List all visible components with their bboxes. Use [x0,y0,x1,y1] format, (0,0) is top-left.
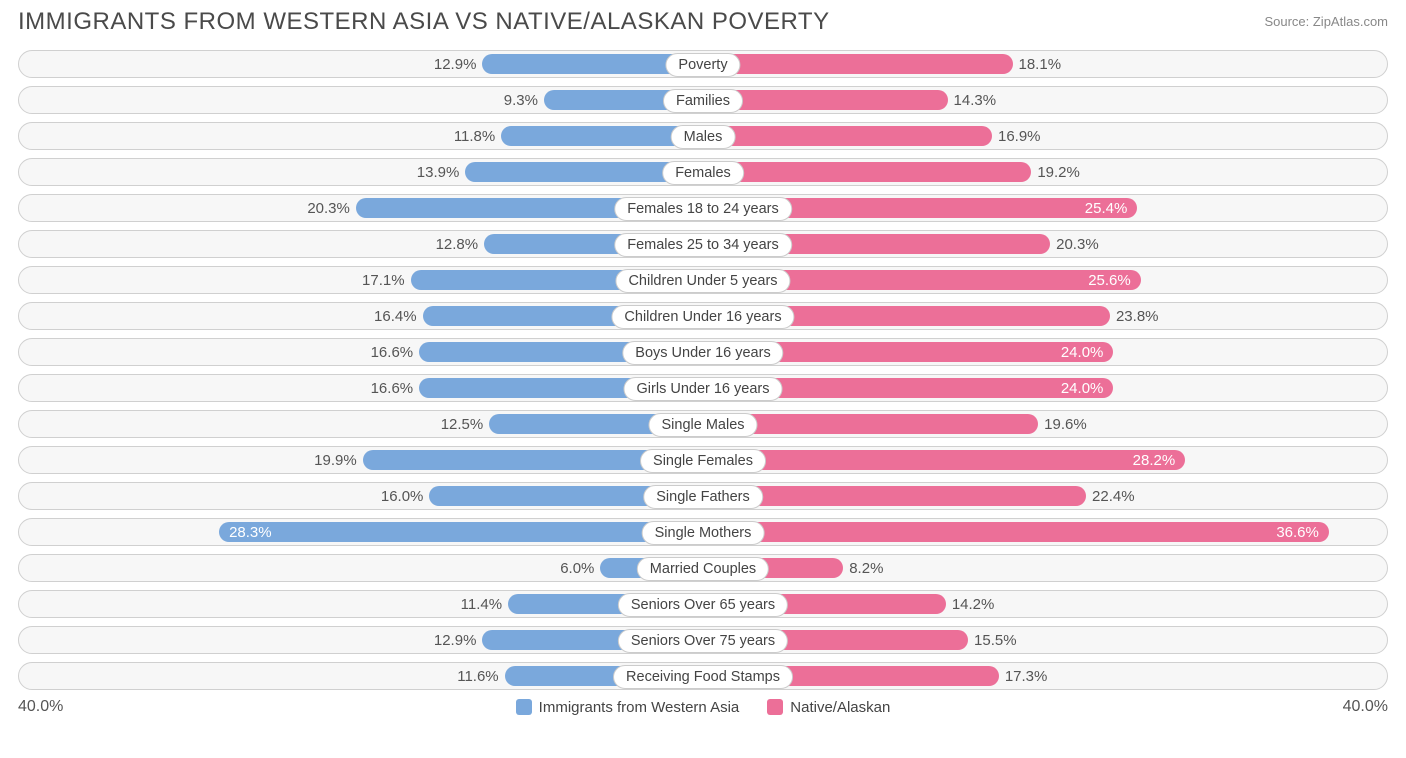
category-label: Single Fathers [643,485,763,509]
bar-right [703,522,1329,542]
chart-row: 16.0% 22.4% Single Fathers [18,482,1388,510]
value-left: 28.3% [219,519,272,545]
chart-row: 12.9% 18.1% Poverty [18,50,1388,78]
value-right: 15.5% [968,627,1387,653]
chart-container: IMMIGRANTS FROM WESTERN ASIA VS NATIVE/A… [0,0,1406,728]
chart-row: 11.8% 16.9% Males [18,122,1388,150]
chart-row: 16.6% 24.0% Boys Under 16 years [18,338,1388,366]
value-left: 12.9% [19,627,482,653]
chart-footer: 40.0% Immigrants from Western Asia Nativ… [18,698,1388,716]
value-right: 16.9% [992,123,1387,149]
legend-label-left: Immigrants from Western Asia [539,699,740,716]
value-right: 19.2% [1031,159,1387,185]
axis-max-left: 40.0% [18,698,63,716]
value-left: 16.0% [19,483,429,509]
header: IMMIGRANTS FROM WESTERN ASIA VS NATIVE/A… [18,8,1388,36]
value-left: 16.4% [19,303,423,329]
value-left: 9.3% [19,87,544,113]
chart-row: 28.3% 36.6% Single Mothers [18,518,1388,546]
bar-right [703,126,992,146]
category-label: Seniors Over 75 years [618,629,788,653]
value-left: 13.9% [19,159,465,185]
value-right: 36.6% [1276,519,1329,545]
chart-row: 12.5% 19.6% Single Males [18,410,1388,438]
value-left: 12.5% [19,411,489,437]
value-right: 20.3% [1050,231,1387,257]
chart-area: 12.9%18.1%Poverty9.3%14.3%Families11.8%1… [18,50,1388,690]
category-label: Poverty [665,53,740,77]
chart-row: 11.4% 14.2% Seniors Over 65 years [18,590,1388,618]
chart-row: 12.8% 20.3% Females 25 to 34 years [18,230,1388,258]
value-right: 24.0% [1061,339,1114,365]
category-label: Females [662,161,744,185]
value-left: 12.9% [19,51,482,77]
value-left: 6.0% [19,555,600,581]
category-label: Seniors Over 65 years [618,593,788,617]
axis-max-right: 40.0% [1343,698,1388,716]
category-label: Girls Under 16 years [624,377,783,401]
chart-row: 9.3% 14.3% Families [18,86,1388,114]
bar-right [703,162,1031,182]
value-right: 17.3% [999,663,1387,689]
source-attribution: Source: ZipAtlas.com [1264,8,1388,29]
value-right: 23.8% [1110,303,1387,329]
category-label: Females 25 to 34 years [614,233,792,257]
value-right: 24.0% [1061,375,1114,401]
value-left: 16.6% [19,339,419,365]
chart-row: 16.6% 24.0% Girls Under 16 years [18,374,1388,402]
chart-row: 6.0% 8.2% Married Couples [18,554,1388,582]
value-left: 19.9% [19,447,363,473]
legend-swatch-left [516,699,532,715]
legend-swatch-right [767,699,783,715]
value-right: 25.6% [1088,267,1141,293]
value-left: 20.3% [19,195,356,221]
legend-item-left: Immigrants from Western Asia [516,699,740,716]
value-left: 11.8% [19,123,501,149]
value-right: 28.2% [1133,447,1186,473]
value-right: 18.1% [1013,51,1388,77]
chart-row: 19.9% 28.2% Single Females [18,446,1388,474]
value-right: 19.6% [1038,411,1387,437]
value-right: 22.4% [1086,483,1387,509]
value-left: 16.6% [19,375,419,401]
chart-row: 12.9% 15.5% Seniors Over 75 years [18,626,1388,654]
chart-row: 13.9% 19.2% Females [18,158,1388,186]
category-label: Children Under 5 years [615,269,790,293]
value-left: 17.1% [19,267,411,293]
chart-title: IMMIGRANTS FROM WESTERN ASIA VS NATIVE/A… [18,8,830,36]
value-left: 11.6% [19,663,505,689]
chart-row: 16.4% 23.8% Children Under 16 years [18,302,1388,330]
category-label: Children Under 16 years [611,305,794,329]
category-label: Single Females [640,449,766,473]
value-right: 25.4% [1085,195,1138,221]
category-label: Married Couples [637,557,769,581]
category-label: Boys Under 16 years [622,341,783,365]
category-label: Families [663,89,743,113]
legend: Immigrants from Western Asia Native/Alas… [63,699,1342,716]
value-right: 14.3% [948,87,1387,113]
category-label: Males [671,125,736,149]
category-label: Single Males [648,413,757,437]
chart-row: 20.3% 25.4% Females 18 to 24 years [18,194,1388,222]
chart-row: 11.6% 17.3% Receiving Food Stamps [18,662,1388,690]
value-left: 12.8% [19,231,484,257]
value-right: 8.2% [843,555,1387,581]
bar-right [703,450,1185,470]
legend-item-right: Native/Alaskan [767,699,890,716]
bar-right [703,54,1013,74]
legend-label-right: Native/Alaskan [790,699,890,716]
category-label: Receiving Food Stamps [613,665,793,689]
chart-row: 17.1% 25.6% Children Under 5 years [18,266,1388,294]
value-left: 11.4% [19,591,508,617]
bar-left [219,522,703,542]
category-label: Single Mothers [642,521,765,545]
category-label: Females 18 to 24 years [614,197,792,221]
value-right: 14.2% [946,591,1387,617]
